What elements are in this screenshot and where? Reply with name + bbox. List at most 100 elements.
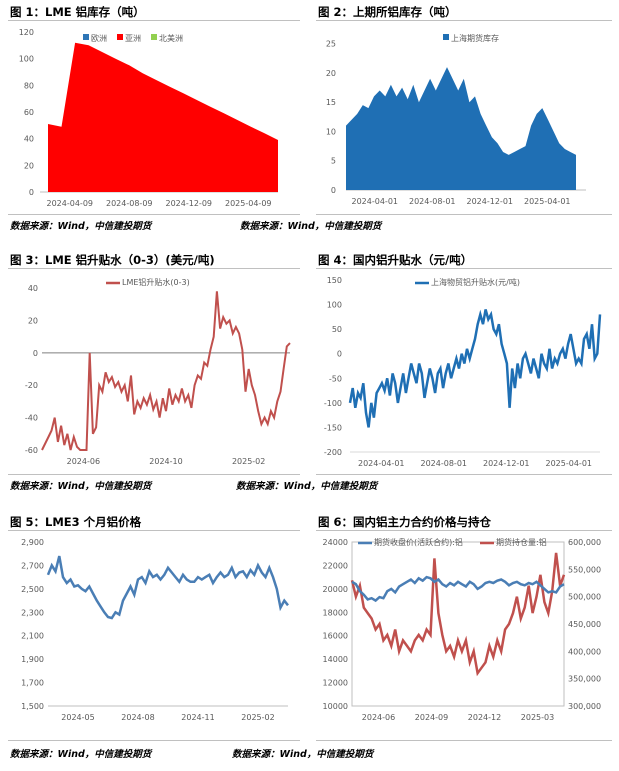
series-lme-spread-line	[41, 291, 291, 451]
x-tick-label: 2024-08-09	[106, 199, 153, 208]
x-tick-label: 2024-12-01	[467, 197, 514, 206]
y-tick-label: -40	[25, 414, 38, 423]
series-domestic-spread-line	[348, 309, 602, 428]
y-tick-label: -200	[324, 448, 342, 457]
y-tick-label: 25	[326, 40, 336, 49]
y-tick-label: -60	[25, 446, 38, 455]
legend-label: 上海期货库存	[451, 33, 499, 43]
y-tick-label: 150	[327, 276, 342, 285]
y-tick-label: 2,500	[21, 585, 44, 594]
series-lme3m-line	[46, 555, 289, 620]
y-tick-label: 0	[29, 188, 34, 197]
y-tick-label: 40	[24, 135, 34, 144]
legend-label: 亚洲	[125, 34, 141, 43]
y-right-tick-label: 550,000	[568, 565, 601, 574]
panel-6-source: 数据来源：Wind，中信建投期货	[232, 749, 374, 760]
chart-2-shfe-inventory: 0 5 10 15 20 25 2024-04-01 2024-08-01 2024-12-01…	[326, 33, 586, 206]
x-tick-label: 2024-08	[121, 713, 154, 722]
y-left-tick-label: 20000	[323, 585, 348, 594]
y-left-tick-label: 12000	[323, 679, 348, 688]
panel-4-source: 数据来源：Wind，中信建投期货	[236, 481, 378, 492]
panel-3-source: 数据来源：Wind，中信建投期货	[10, 481, 152, 492]
y-right-tick-label: 500,000	[568, 593, 601, 602]
y-left-tick-label: 24000	[323, 538, 348, 547]
x-tick-label: 2024-11	[181, 713, 214, 722]
panel-2-title: 图 2：上期所铝库存（吨）	[318, 5, 457, 19]
panel-6-title: 图 6：国内铝主力合约价格与持仓	[318, 515, 492, 529]
y-tick-label: 60	[24, 108, 34, 117]
y-tick-label: 20	[24, 161, 34, 170]
panel-4-title: 图 4：国内铝升贴水（元/吨）	[318, 253, 473, 267]
legend-swatch	[117, 34, 123, 40]
x-tick-label: 2024-06	[67, 457, 100, 466]
y-tick-label: 1,500	[21, 702, 44, 711]
y-left-tick-label: 18000	[323, 608, 348, 617]
panel-5-title: 图 5：LME3 个月铝价格	[10, 515, 142, 529]
y-left-tick-label: 16000	[323, 632, 348, 641]
x-tick-label: 2024-04-09	[47, 199, 94, 208]
x-tick-label: 2025-02	[241, 713, 274, 722]
x-tick-label: 2024-04-01	[352, 197, 399, 206]
x-tick-label: 2024-06	[362, 713, 395, 722]
y-tick-label: 50	[332, 325, 342, 334]
x-tick-label: 2024-12-09	[166, 199, 213, 208]
y-right-tick-label: 300,000	[568, 702, 601, 711]
x-tick-label: 2025-04-01	[524, 197, 571, 206]
x-tick-label: 2024-08-01	[421, 459, 468, 468]
x-tick-label: 2025-04-09	[225, 199, 272, 208]
x-tick-label: 2024-12-01	[483, 459, 530, 468]
y-tick-label: 2,100	[21, 632, 44, 641]
y-tick-label: 0	[33, 349, 38, 358]
chart-6-price-oi: 10000 12000 14000 16000 18000 20000 22000 24000…	[323, 537, 602, 722]
y-tick-label: 20	[326, 69, 336, 78]
panel-3-title: 图 3：LME 铝升贴水（0-3）(美元/吨)	[10, 253, 215, 267]
y-tick-label: 0	[331, 186, 336, 195]
y-tick-label: 20	[28, 316, 38, 325]
x-tick-label: 2024-12	[468, 713, 501, 722]
y-tick-label: 10	[326, 127, 336, 136]
legend-swatch	[443, 34, 449, 40]
y-tick-label: 0	[337, 350, 342, 359]
legend-swatch	[83, 34, 89, 40]
y-right-tick-label: 450,000	[568, 620, 601, 629]
y-left-tick-label: 10000	[323, 702, 348, 711]
y-tick-label: -50	[329, 374, 342, 383]
y-left-tick-label: 14000	[323, 655, 348, 664]
panel-1-source: 数据来源：Wind，中信建投期货	[10, 221, 152, 232]
y-tick-label: 1,900	[21, 655, 44, 664]
legend-label: 上海物贸铝升贴水(元/吨)	[431, 277, 520, 287]
plot-frame	[351, 541, 565, 707]
series-open-interest-line	[350, 552, 566, 677]
x-tick-label: 2025-03	[521, 713, 554, 722]
chart-1-lme-inventory: 0 20 40 60 80 100 120 2024-04-09 2024-08-09 2024-…	[19, 28, 278, 208]
legend-swatch	[151, 34, 157, 40]
y-tick-label: 5	[331, 157, 336, 166]
chart-4-domestic-spread: -200 -150 -100 -50 0 50 100 150 2024-04-01 2024-0…	[324, 276, 602, 468]
y-tick-label: -100	[324, 399, 342, 408]
panel-1-title: 图 1：LME 铝库存（吨）	[10, 5, 145, 19]
y-right-tick-label: 600,000	[568, 538, 601, 547]
x-tick-label: 2025-04-01	[546, 459, 593, 468]
y-tick-label: -150	[324, 423, 342, 432]
chart-5-lme3m-price: 1,500 1,700 1,900 2,100 2,300 2,500 2,700 2,900…	[21, 538, 289, 722]
y-tick-label: 15	[326, 98, 336, 107]
y-tick-label: 100	[327, 301, 342, 310]
x-tick-label: 2024-09	[415, 713, 448, 722]
y-tick-label: 2,300	[21, 608, 44, 617]
y-tick-label: -20	[25, 381, 38, 390]
panel-5-source: 数据来源：Wind，中信建投期货	[10, 749, 152, 760]
y-right-tick-label: 350,000	[568, 675, 601, 684]
y-tick-label: 2,900	[21, 538, 44, 547]
series-asia-area	[48, 42, 278, 193]
y-left-tick-label: 22000	[323, 561, 348, 570]
legend-label: 北美洲	[159, 33, 183, 43]
y-tick-label: 80	[24, 81, 34, 90]
y-tick-label: 40	[28, 284, 38, 293]
x-tick-label: 2024-08-01	[409, 197, 456, 206]
legend-label: 欧洲	[91, 33, 107, 43]
y-right-tick-label: 400,000	[568, 647, 601, 656]
chart-3-lme-spread: -60 -40 -20 0 20 40 2024-06 2024-10 2025-02 LME铝升…	[25, 277, 291, 466]
y-tick-label: 1,700	[21, 679, 44, 688]
panel-2-source: 数据来源：Wind，中信建投期货	[240, 221, 382, 232]
y-tick-label: 2,700	[21, 561, 44, 570]
